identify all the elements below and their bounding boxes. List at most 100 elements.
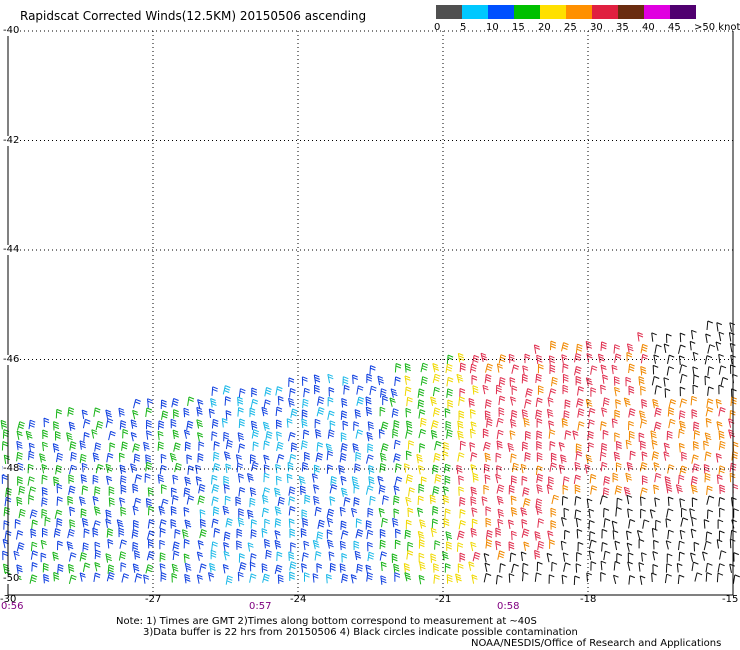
wind-barb [327, 410, 335, 420]
wind-barb [235, 496, 242, 507]
wind-barb [314, 506, 322, 517]
wind-barb [55, 465, 63, 475]
wind-barb [313, 464, 320, 475]
wind-barb [536, 430, 543, 441]
wind-barb [225, 575, 233, 585]
wind-barb [575, 451, 583, 461]
wind-barb [54, 509, 63, 520]
wind-barb [468, 398, 475, 408]
wind-barb [171, 487, 177, 498]
wind-barb [5, 487, 12, 497]
wind-barb [247, 509, 254, 520]
wind-barb [432, 386, 440, 397]
wind-barb [459, 388, 466, 398]
wind-barb [445, 363, 453, 374]
wind-barb [249, 561, 256, 572]
wind-barb [625, 439, 632, 450]
wind-barb [447, 399, 454, 410]
wind-barb [275, 475, 282, 486]
wind-barb [82, 562, 91, 572]
wind-barb [457, 430, 464, 440]
wind-barb [108, 497, 115, 507]
wind-barb [119, 420, 127, 430]
wind-barb [640, 366, 647, 376]
wind-barb [368, 476, 375, 486]
wind-barb [82, 542, 89, 552]
wind-barb [224, 495, 231, 506]
wind-barb [262, 421, 270, 431]
wind-barb [564, 529, 570, 540]
wind-barb [213, 441, 220, 451]
wind-barb [482, 384, 489, 395]
wind-barb [339, 452, 347, 463]
wind-barb [29, 509, 38, 519]
wind-barb [16, 542, 25, 552]
wind-barb [132, 541, 139, 552]
wind-barb [667, 496, 674, 506]
wind-barb [316, 442, 324, 452]
wind-barb [237, 407, 244, 417]
wind-barb [341, 573, 349, 583]
wind-barb [537, 363, 544, 374]
wind-barb [664, 476, 672, 486]
wind-barb [720, 377, 729, 387]
wind-barb [704, 432, 712, 442]
wind-barb [81, 517, 89, 528]
wind-barb [640, 496, 646, 506]
wind-barb [484, 474, 491, 484]
wind-barb [288, 551, 295, 561]
wind-barb [549, 462, 557, 472]
color-bar-tick: 0 [434, 22, 441, 33]
wind-barb [510, 418, 517, 429]
wind-barb [395, 528, 401, 539]
wind-barb [705, 333, 711, 343]
wind-barb [68, 485, 76, 495]
wind-barb [147, 519, 155, 529]
wind-barb [161, 484, 167, 494]
note-line-1: Note: 1) Times are GMT 2)Times along bot… [116, 616, 537, 627]
wind-barb [431, 518, 438, 529]
wind-barb [693, 541, 700, 552]
wind-barb [469, 363, 477, 374]
wind-barb [354, 409, 361, 419]
wind-barb [379, 551, 387, 561]
wind-barb [183, 487, 191, 497]
wind-barb [106, 452, 114, 463]
wind-barb [629, 450, 636, 461]
wind-barb [651, 572, 657, 583]
wind-barb [419, 561, 426, 571]
wind-barb [171, 563, 179, 574]
wind-barb [264, 538, 271, 549]
wind-barb [640, 440, 646, 451]
wind-barb [654, 385, 662, 395]
wind-barb [589, 531, 596, 541]
wind-barb [535, 397, 543, 407]
color-swatch-6 [592, 5, 618, 19]
wind-barb [729, 462, 737, 473]
wind-barb [510, 453, 517, 463]
wind-barb [613, 344, 620, 354]
wind-barb [224, 396, 231, 406]
wind-barb [404, 572, 412, 582]
wind-barb [511, 563, 519, 574]
wind-barb [485, 363, 493, 373]
wind-barb [628, 385, 635, 396]
wind-barb [691, 484, 698, 495]
wind-barb [434, 440, 442, 451]
wind-barb [731, 388, 737, 398]
wind-barb [457, 352, 465, 363]
wind-barb [105, 418, 114, 428]
wind-barb [482, 428, 489, 438]
wind-barb [652, 398, 659, 409]
wind-barb [80, 508, 87, 518]
wind-barb [680, 517, 689, 527]
wind-barb [615, 462, 622, 472]
wind-barb [628, 408, 636, 418]
wind-barb [326, 539, 334, 549]
wind-barb [692, 463, 700, 473]
wind-barb [343, 384, 350, 395]
wind-barb [313, 374, 321, 384]
wind-barb [235, 454, 243, 464]
wind-barb [300, 528, 307, 538]
wind-barb [523, 541, 530, 551]
